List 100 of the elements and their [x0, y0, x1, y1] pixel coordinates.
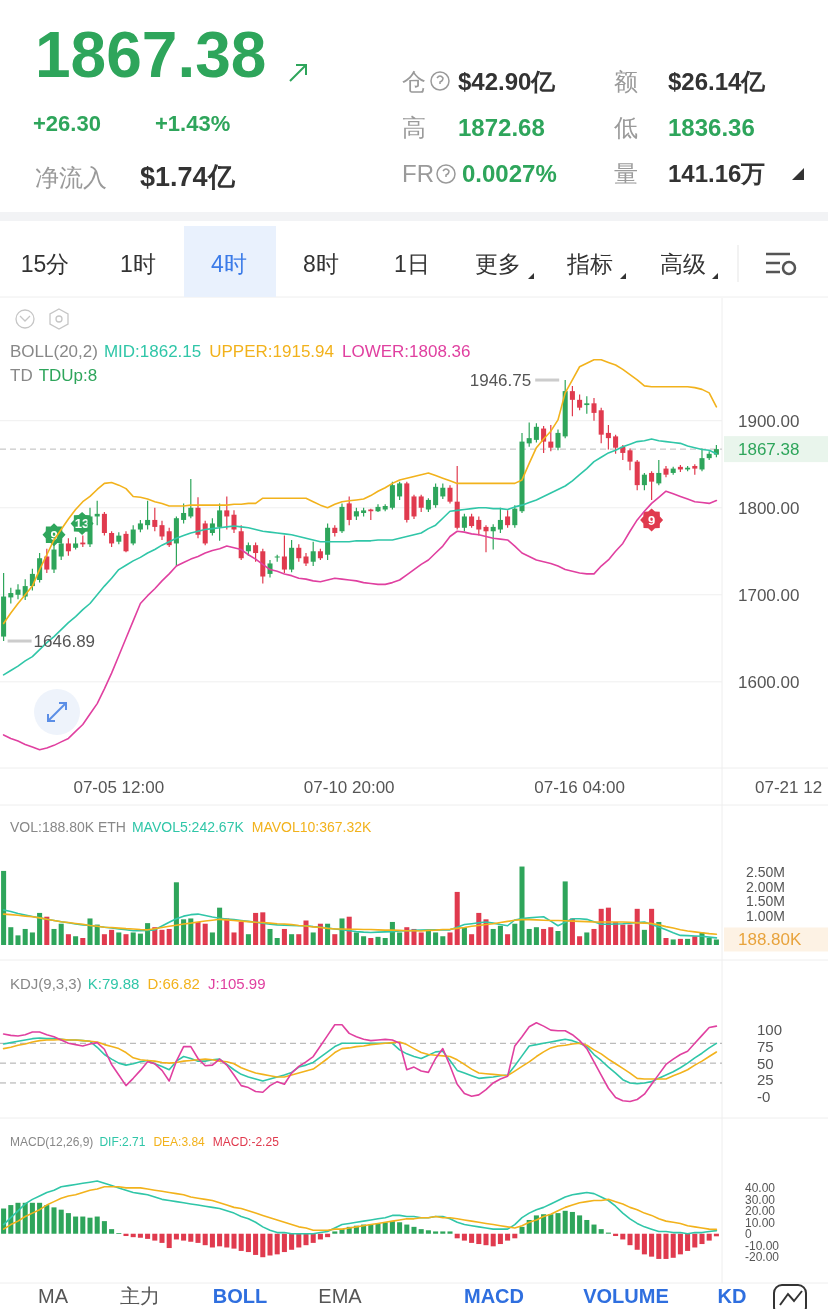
x-tick-label: 07-05 12:00 — [73, 778, 165, 797]
bar — [145, 1233, 151, 1239]
text: 1867.38 — [35, 19, 267, 91]
candlestick — [145, 500, 151, 531]
candlestick — [231, 509, 237, 534]
bar — [476, 1233, 482, 1245]
bar — [397, 932, 403, 945]
bar — [562, 1210, 568, 1234]
bar — [641, 929, 647, 945]
bar — [461, 1233, 467, 1241]
text: 15分 — [20, 251, 70, 277]
bar — [677, 1233, 683, 1255]
annotation: 13 — [74, 516, 90, 532]
text: VOLUME — [583, 1285, 669, 1307]
candlestick — [497, 507, 503, 534]
bar — [548, 1214, 554, 1234]
candlestick — [224, 495, 230, 531]
bar — [274, 938, 280, 945]
bar — [80, 1216, 86, 1234]
bar — [627, 924, 633, 945]
bar — [303, 920, 309, 945]
text: 额 — [614, 68, 638, 95]
bar — [577, 936, 583, 945]
bar — [425, 1230, 431, 1234]
bar — [641, 1233, 647, 1255]
bar — [253, 912, 259, 945]
bar — [238, 1233, 244, 1251]
y-tick-label: 25 — [757, 1071, 774, 1089]
bar — [591, 1224, 597, 1234]
text: 更多 — [475, 251, 521, 277]
bar — [137, 1233, 143, 1238]
text: 仓 — [402, 68, 426, 95]
y-tick-label: 2.00M — [746, 878, 785, 895]
bar — [339, 918, 345, 945]
candlestick — [656, 459, 662, 486]
bar — [382, 938, 388, 945]
y-tick-label: 1600.00 — [738, 672, 800, 692]
bar — [109, 929, 115, 945]
bar — [173, 882, 179, 945]
bar — [29, 932, 35, 945]
candlestick — [310, 541, 316, 567]
text: BOLL — [212, 1285, 268, 1307]
annotation: 9 — [647, 512, 656, 528]
bar — [389, 1221, 395, 1234]
bar — [663, 1233, 669, 1259]
y-tick-label: 50 — [757, 1054, 774, 1072]
annotation: 1946.75 — [469, 371, 532, 391]
bar — [382, 1222, 388, 1234]
candlestick — [699, 447, 705, 472]
candlestick — [649, 470, 655, 501]
bar — [166, 928, 172, 945]
bar — [231, 1233, 237, 1249]
bar — [245, 934, 251, 945]
bar — [469, 934, 475, 945]
bar — [663, 938, 669, 945]
bar — [497, 1233, 503, 1245]
bar — [8, 927, 14, 945]
text: MID:1862.15 — [103, 342, 202, 361]
bar — [130, 932, 136, 945]
bar — [44, 916, 50, 945]
bar — [512, 923, 518, 945]
bar — [353, 932, 359, 945]
bar — [94, 1216, 100, 1234]
bar — [65, 1213, 71, 1234]
candlestick — [526, 421, 532, 448]
text: 4时 — [211, 251, 247, 277]
bar — [310, 932, 316, 945]
text: +1.43% — [155, 111, 231, 136]
bar — [245, 1233, 251, 1253]
bar — [577, 1215, 583, 1234]
annotation: TD TDUp:8 — [10, 366, 98, 385]
bar — [15, 935, 21, 945]
bar — [685, 938, 691, 945]
bar — [332, 934, 338, 945]
bar — [404, 1224, 410, 1234]
bar — [101, 934, 107, 945]
bar — [274, 1233, 280, 1255]
bar — [145, 923, 151, 945]
text: 1872.68 — [458, 114, 545, 141]
bar — [526, 928, 532, 945]
bar — [188, 918, 194, 945]
bar — [195, 921, 201, 945]
candlestick — [101, 511, 107, 537]
bar — [325, 923, 331, 945]
bar — [677, 938, 683, 945]
y-tick-label: 1900.00 — [738, 411, 800, 431]
y-tick-label: 1700.00 — [738, 585, 800, 605]
candlestick — [346, 495, 352, 526]
bar — [317, 923, 323, 945]
bar — [281, 928, 287, 945]
candlestick — [188, 478, 194, 519]
bar — [685, 1233, 691, 1251]
bar — [166, 1233, 172, 1249]
bar — [584, 932, 590, 945]
bar — [123, 1233, 129, 1237]
bar — [440, 936, 446, 945]
text: LOWER:1808.36 — [341, 342, 471, 361]
bar — [1, 1208, 7, 1234]
bar — [37, 912, 43, 945]
bar — [267, 928, 273, 945]
